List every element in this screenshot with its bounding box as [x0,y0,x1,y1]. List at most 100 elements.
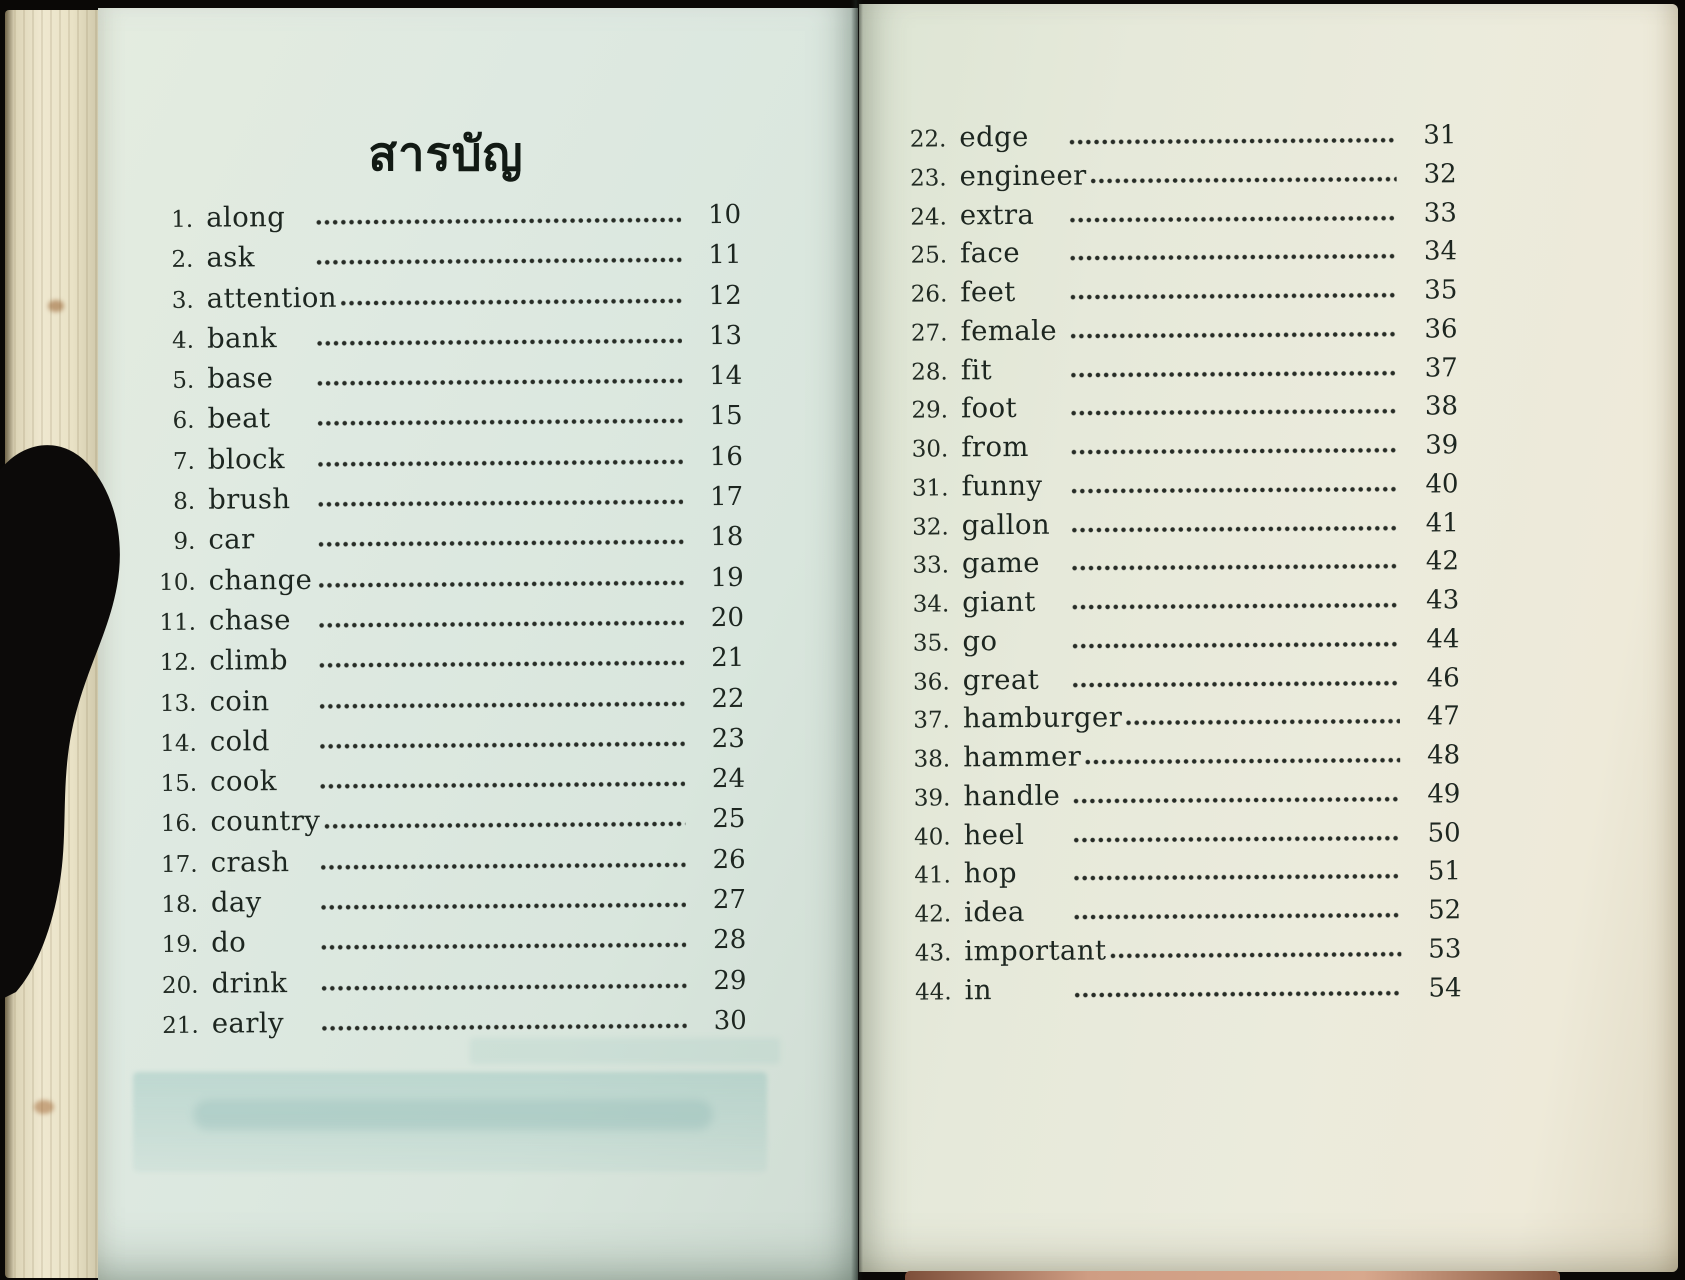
toc-entry-number: 31. [911,475,949,502]
toc-entry: 36. great 46 [898,661,1460,703]
toc-entry: 39. handle 49 [898,777,1461,819]
toc-entry-page: 41 [1425,507,1459,538]
dot-leader [1072,601,1400,611]
dot-leader [1070,369,1398,379]
toc-entry: 29. foot 38 [896,390,1458,432]
toc-entry-word: change [208,563,313,597]
toc-entry-number: 40. [913,823,951,851]
toc-entry-page: 36 [1424,314,1458,345]
toc-entry-number: 1. [171,206,194,233]
dot-leader [1072,679,1400,689]
toc-entry-word: climb [209,644,289,677]
dot-leader [1090,175,1397,185]
toc-entry: 42. idea 52 [899,893,1461,935]
toc-entry-number: 13. [159,690,197,717]
dot-leader [324,820,686,831]
toc-entry-page: 28 [713,925,747,956]
toc-entry-page: 21 [711,643,745,674]
toc-entry: 21. early 30 [153,1004,747,1048]
toc-entry-word: ask [206,241,255,274]
toc-entry-number: 22. [909,126,947,153]
toc-entry-word: along [206,201,286,234]
toc-entry-page: 16 [709,441,743,472]
toc-entry: 13. coin 22 [150,681,745,725]
toc-entry-word: handle [963,779,1061,813]
toc-entry: 3. attention 12 [148,279,742,323]
toc-entry-page: 54 [1428,972,1462,1003]
dot-leader [1069,214,1397,224]
toc-entry-page: 13 [708,320,743,352]
toc-entry-page: 34 [1423,236,1458,267]
toc-entry-number: 9. [173,529,196,556]
toc-entry-page: 25 [712,804,746,835]
toc-entry-word: day [210,886,262,919]
toc-entry-word: female [960,314,1058,348]
toc-entry: 43. important 53 [899,932,1462,974]
toc-entry-page: 27 [712,884,747,916]
toc-entry-word: early [211,1007,285,1040]
toc-entry: 31. funny 40 [896,467,1459,509]
toc-entry: 32. gallon 41 [897,506,1459,548]
toc-entry: 2. ask 11 [147,238,741,282]
toc-entry-word: do [211,926,247,959]
toc-entry-page: 40 [1425,469,1459,500]
dot-leader [1073,872,1401,882]
toc-entry-word: feet [960,275,1016,309]
toc-entry-word: drink [211,966,288,1000]
toc-entry-page: 32 [1423,159,1457,190]
toc-entry-number: 36. [913,668,950,696]
toc-entry-page: 39 [1425,430,1459,461]
toc-entry-word: edge [959,120,1029,154]
ink-showthrough-band [133,1072,767,1172]
toc-entry-word: extra [959,198,1035,231]
toc-entry-word: game [961,547,1041,580]
dot-leader [319,740,685,750]
toc-entry-page: 15 [709,401,743,432]
toc-entry-page: 31 [1423,120,1457,151]
dot-leader [1070,330,1398,340]
toc-entry-number: 14. [160,730,197,757]
toc-entry-number: 23. [909,165,947,192]
toc-entry-word: attention [206,281,338,315]
toc-entry-word: base [207,362,274,395]
dot-leader [1074,989,1402,999]
age-spot [48,300,64,312]
toc-entry-page: 35 [1424,275,1458,306]
toc-entry-page: 11 [708,240,742,271]
dot-leader [316,216,682,226]
toc-entry-page: 48 [1426,740,1461,771]
dot-leader [317,417,683,428]
toc-entry-number: 8. [173,488,196,515]
toc-entry-word: crash [210,845,290,879]
toc-entry-word: from [961,430,1029,464]
toc-entry-word: bank [206,322,278,355]
dot-leader [340,296,682,307]
toc-entry: 12. climb 21 [150,641,745,685]
dot-leader [321,981,687,992]
thumb-silhouette [0,445,120,1000]
toc-entry: 41. hop 51 [899,855,1461,897]
page-title: สารบัญ [368,127,524,182]
toc-entry-word: block [207,442,285,476]
toc-entry: 1. along 10 [147,198,741,242]
dot-leader [1070,252,1398,262]
toc-entry-number: 29. [911,397,949,424]
toc-entry: 15. cook 24 [151,762,745,806]
toc-entry-word: go [962,624,998,658]
toc-entry: 25. face 34 [895,235,1457,277]
dot-leader [1071,524,1399,534]
dot-leader [318,498,684,508]
toc-entry-page: 52 [1427,895,1462,926]
toc-entry: 27. female 36 [895,312,1458,354]
age-spot [34,1100,54,1114]
toc-entry-number: 12. [159,650,197,677]
dot-leader [1070,291,1398,301]
toc-entry-number: 41. [914,862,951,889]
toc-entry-word: foot [960,392,1018,425]
toc-entry-word: heel [963,818,1025,851]
dot-leader [1071,562,1400,572]
toc-entry-number: 7. [172,448,195,475]
toc-entry: 11. chase 20 [150,601,744,645]
dot-leader [319,659,685,670]
toc-entry: 4. bank 13 [148,319,742,363]
